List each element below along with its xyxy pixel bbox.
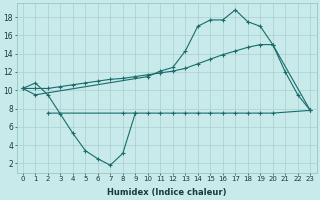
X-axis label: Humidex (Indice chaleur): Humidex (Indice chaleur): [107, 188, 226, 197]
